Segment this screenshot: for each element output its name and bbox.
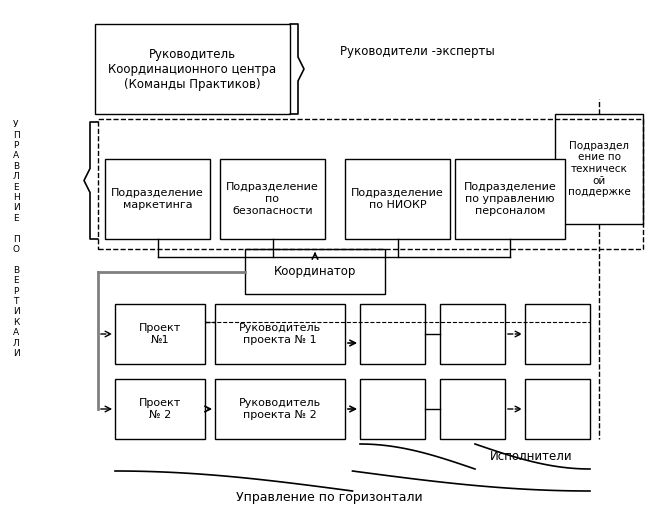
Bar: [95, 24, 290, 114]
Bar: [345, 159, 450, 239]
Text: Проект
№ 2: Проект № 2: [139, 398, 181, 420]
Text: Подразделение
по управлению
персоналом: Подразделение по управлению персоналом: [464, 182, 557, 216]
Text: Руководитель
проекта № 1: Руководитель проекта № 1: [239, 323, 321, 345]
Text: Координатор: Координатор: [274, 265, 356, 278]
Text: Подразделение
по НИОКР: Подразделение по НИОКР: [351, 188, 444, 210]
Bar: [440, 304, 505, 364]
Bar: [105, 159, 210, 239]
Bar: [215, 304, 345, 364]
Text: Исполнители: Исполнители: [490, 450, 572, 464]
Bar: [215, 379, 345, 439]
Bar: [440, 379, 505, 439]
Bar: [98, 119, 643, 249]
Text: Руководители -эксперты: Руководители -эксперты: [340, 44, 495, 58]
Text: Подразделение
маркетинга: Подразделение маркетинга: [111, 188, 204, 210]
Bar: [555, 114, 643, 224]
Text: Управление по горизонтали: Управление по горизонтали: [236, 491, 422, 503]
Text: Руководитель
проекта № 2: Руководитель проекта № 2: [239, 398, 321, 420]
Text: Подразделение
по
безопасности: Подразделение по безопасности: [226, 182, 319, 216]
Bar: [455, 159, 565, 239]
Text: Проект
№1: Проект №1: [139, 323, 181, 345]
Bar: [525, 304, 590, 364]
Bar: [245, 249, 385, 294]
Bar: [525, 379, 590, 439]
Bar: [115, 304, 205, 364]
Bar: [360, 379, 425, 439]
Bar: [115, 379, 205, 439]
Text: У
П
Р
А
В
Л
Е
Н
И
Е
 
П
О
 
В
Е
Р
Т
И
К
А
Л
И: У П Р А В Л Е Н И Е П О В Е Р Т И К А Л …: [13, 120, 20, 358]
Bar: [220, 159, 325, 239]
Bar: [360, 304, 425, 364]
Text: Руководитель
Координационного центра
(Команды Практиков): Руководитель Координационного центра (Ко…: [109, 47, 276, 91]
Text: Подраздел
ение по
техническ
ой
поддержке: Подраздел ение по техническ ой поддержке: [568, 141, 630, 197]
